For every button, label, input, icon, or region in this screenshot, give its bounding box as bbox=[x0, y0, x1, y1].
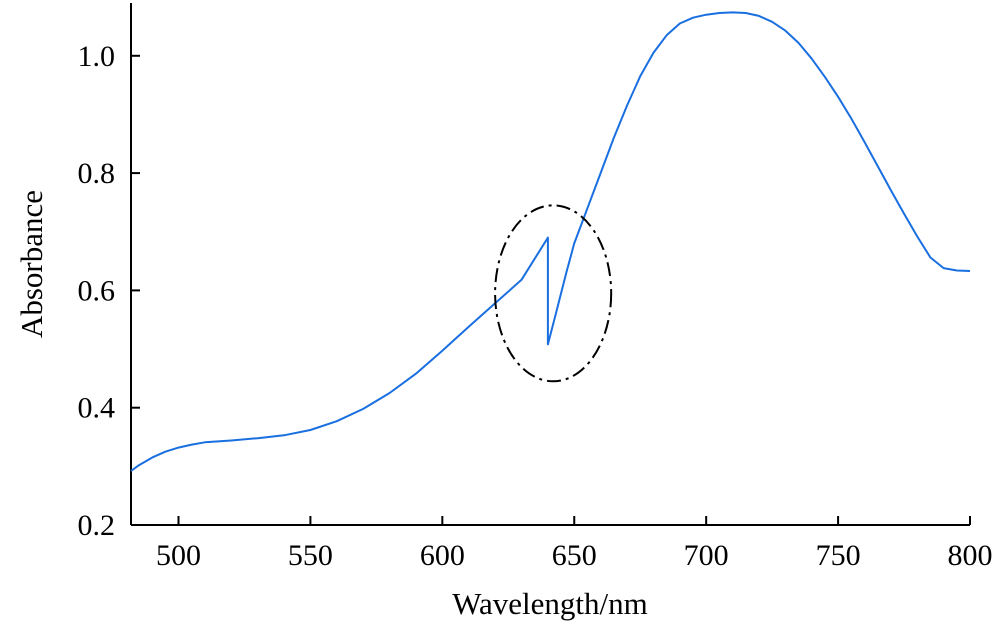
x-tick-label: 700 bbox=[684, 539, 729, 572]
annotation-layer bbox=[494, 204, 613, 383]
highlight-ellipse-annotation bbox=[494, 204, 613, 383]
x-tick-label: 600 bbox=[420, 539, 465, 572]
series-layer bbox=[130, 11, 971, 472]
y-tick-label: 0.4 bbox=[78, 392, 116, 425]
y-axis-title: Absorbance bbox=[14, 190, 49, 338]
x-axis-title: Wavelength/nm bbox=[452, 586, 648, 621]
x-tick-label: 750 bbox=[816, 539, 861, 572]
y-tick-label: 0.2 bbox=[78, 509, 116, 542]
x-ticks: 500 550 600 650 700 750 800 bbox=[156, 516, 993, 572]
y-tick-label: 0.8 bbox=[78, 157, 116, 190]
y-tick-label: 0.6 bbox=[78, 274, 116, 307]
absorbance-series-line bbox=[130, 11, 971, 472]
y-ticks: 0.2 0.4 0.6 0.8 1.0 bbox=[78, 40, 140, 542]
x-tick-label: 650 bbox=[552, 539, 597, 572]
axes bbox=[130, 3, 970, 526]
y-tick-label: 1.0 bbox=[78, 40, 116, 73]
x-tick-label: 800 bbox=[948, 539, 993, 572]
x-tick-label: 550 bbox=[288, 539, 333, 572]
x-tick-label: 500 bbox=[156, 539, 201, 572]
